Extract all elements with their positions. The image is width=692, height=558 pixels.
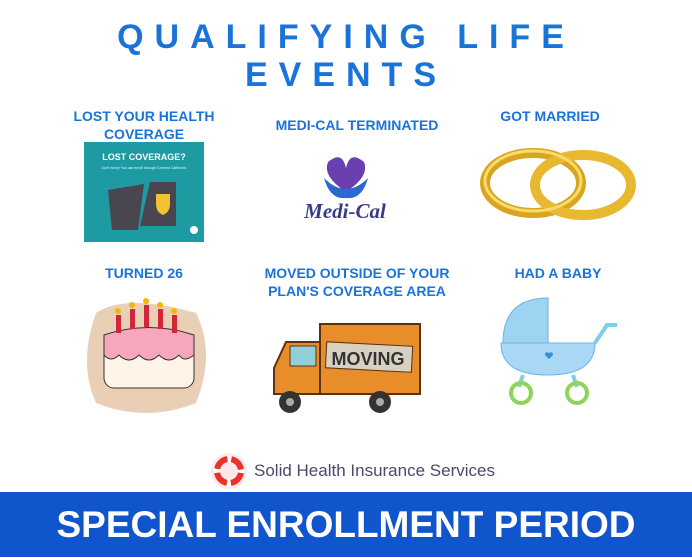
moving-sign-text: MOVING — [331, 349, 404, 369]
lost-coverage-image-subtitle: Don't worry! You can enroll through Cove… — [101, 166, 186, 170]
event-label-baby: HAD A BABY — [514, 265, 602, 281]
title-line-2: EVENTS — [244, 56, 448, 94]
event-label-turned-26: TURNED 26 — [105, 265, 183, 281]
birthday-cake-image — [87, 298, 206, 413]
event-label-medi-cal: MEDI-CAL TERMINATED — [275, 117, 439, 133]
wedding-rings-image — [480, 148, 636, 220]
medi-cal-logo: Medi-Cal — [303, 157, 386, 223]
moving-truck-image: MOVING — [273, 323, 421, 413]
special-enrollment-banner: SPECIAL ENROLLMENT PERIOD — [0, 492, 692, 557]
brand-name: Solid Health Insurance Services — [254, 461, 495, 480]
lost-coverage-image: LOST COVERAGE? Don't worry! You can enro… — [84, 142, 204, 242]
event-label-moved: MOVED OUTSIDE OF YOUR PLAN'S COVERAGE AR… — [264, 265, 450, 299]
lost-coverage-image-title: LOST COVERAGE? — [102, 152, 186, 162]
event-label-married: GOT MARRIED — [500, 108, 600, 124]
baby-stroller-image — [500, 297, 617, 405]
event-label-lost-coverage: LOST YOUR HEALTH COVERAGE — [73, 108, 215, 142]
medi-cal-logo-text: Medi-Cal — [303, 199, 386, 223]
life-ring-icon — [211, 453, 247, 489]
brand-logo: Solid Health Insurance Services — [210, 452, 495, 490]
title-line-1: QUALIFYING LIFE — [117, 18, 575, 56]
